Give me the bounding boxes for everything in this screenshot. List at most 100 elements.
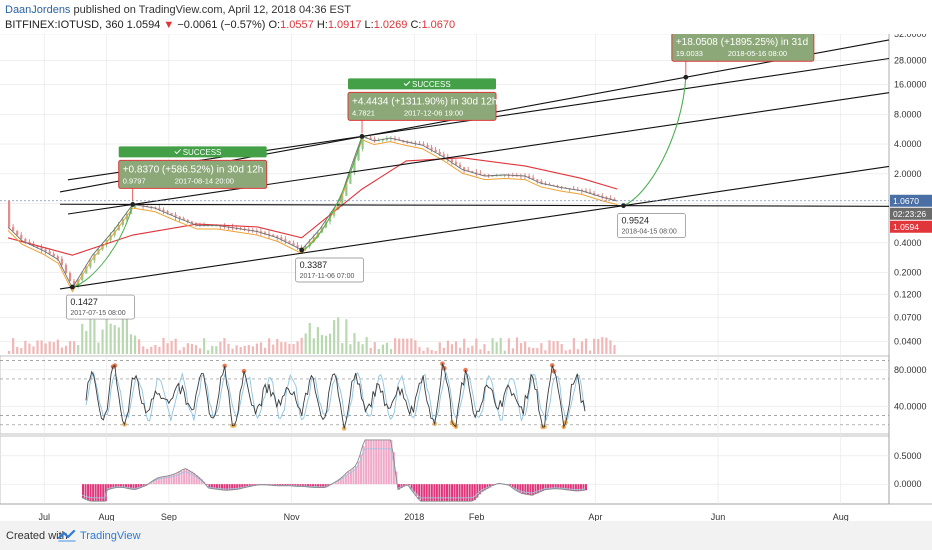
volume-bar xyxy=(166,343,169,354)
pivot-datetime: 2018-04-15 08:00 xyxy=(621,229,676,236)
candle-body xyxy=(154,207,157,209)
osc2-histogram-bar xyxy=(190,471,193,485)
volume-bar xyxy=(337,317,340,354)
osc2-histogram-bar xyxy=(486,484,489,489)
volume-bar xyxy=(491,338,494,354)
osc2-histogram-bar xyxy=(102,484,105,502)
x-tick-label: Apr xyxy=(588,512,602,521)
candle-body xyxy=(280,237,283,240)
volume-bar xyxy=(154,345,157,354)
osc2-histogram-bar xyxy=(582,484,585,491)
osc2-histogram-bar xyxy=(339,478,342,485)
osc2-histogram-bar xyxy=(114,484,117,488)
price-chart[interactable]: Jul Aug Sep Nov 2018 Feb Apr Jun Aug 52.0000 28.00… xyxy=(0,34,932,521)
candle-body xyxy=(430,147,433,150)
volume-bar xyxy=(198,348,202,354)
tradingview-logo-icon[interactable] xyxy=(58,529,76,543)
volume-bar xyxy=(442,347,445,354)
volume-bar xyxy=(357,341,360,354)
osc2-histogram-bar xyxy=(559,484,562,490)
candle-body xyxy=(422,144,425,146)
volume-bar xyxy=(284,342,287,354)
candle-body xyxy=(458,164,462,168)
volume-bar xyxy=(507,338,510,354)
candle-body xyxy=(393,138,397,140)
volume-bar xyxy=(268,338,271,354)
volume-bar xyxy=(296,341,299,354)
osc2-histogram-bar xyxy=(314,484,317,488)
osc2-histogram-bar xyxy=(337,480,340,485)
y-tick-label: 28.0000 xyxy=(894,56,927,66)
osc2-histogram-bar xyxy=(349,470,352,485)
osc2-histogram-bar xyxy=(89,484,92,501)
osc2-histogram-bar xyxy=(84,484,87,499)
y-tick-label: 8.0000 xyxy=(894,109,922,119)
x-tick-label: Aug xyxy=(833,512,849,521)
tradingview-brand[interactable]: TradingView xyxy=(80,530,141,542)
candle-body xyxy=(296,245,299,248)
x-tick-label: Jul xyxy=(38,512,50,521)
author-link[interactable]: DaanJordens xyxy=(5,4,71,16)
volume-bar xyxy=(528,347,531,354)
osc2-histogram-bar xyxy=(213,484,216,489)
volume-bar xyxy=(341,343,344,354)
volume-bar xyxy=(471,345,474,354)
x-tick-label: 2018 xyxy=(404,512,424,521)
volume-bar xyxy=(446,340,450,354)
high-value: 1.0917 xyxy=(327,19,362,31)
volume-bar xyxy=(243,345,246,354)
price-tag-text: 1.0670 xyxy=(893,196,919,206)
measure-price: 4.7821 xyxy=(352,108,375,117)
symbol-name[interactable]: BITFINEX:IOTUSD, 360 xyxy=(5,19,124,31)
osc2-histogram-bar xyxy=(418,484,421,499)
osc2-histogram-bar xyxy=(385,439,388,485)
measure-datetime: 2017-12-06 19:00 xyxy=(404,108,463,117)
x-tick-label: Feb xyxy=(469,512,485,521)
volume-bar xyxy=(418,347,421,354)
osc2-histogram-bar xyxy=(511,484,514,488)
pivot-price: 0.9524 xyxy=(621,216,649,226)
osc2-histogram-bar xyxy=(433,484,436,502)
osc2-histogram-bar xyxy=(445,484,448,502)
volume-bar xyxy=(227,343,230,354)
osc2-histogram-bar xyxy=(82,484,84,498)
candle-body xyxy=(467,169,470,172)
osc2-histogram-bar xyxy=(362,445,365,485)
volume-bar xyxy=(251,346,254,354)
volume-bar xyxy=(85,331,88,354)
candle-body xyxy=(44,249,47,252)
candle-body xyxy=(60,258,64,265)
candle-body xyxy=(584,190,588,192)
candle-body xyxy=(207,225,210,227)
volume-bar xyxy=(24,340,27,354)
osc2-histogram-bar xyxy=(554,484,557,489)
candle-body xyxy=(463,167,466,170)
created-with-text: Created with xyxy=(6,530,68,542)
osc2-histogram-bar xyxy=(458,484,461,502)
y-tick-label: 0.1200 xyxy=(894,290,922,300)
osc2-histogram-bar xyxy=(215,484,218,490)
candle-body xyxy=(532,177,535,180)
osc2-histogram-bar xyxy=(552,484,555,489)
candle-body xyxy=(434,149,437,153)
volume-bar xyxy=(393,338,397,354)
candle-body xyxy=(601,195,604,197)
volume-bar xyxy=(276,338,279,354)
volume-bar xyxy=(333,320,336,354)
candle-body xyxy=(613,199,616,201)
osc2-histogram-bar xyxy=(483,484,486,491)
price-line xyxy=(7,135,618,289)
y-tick-label: 4.0000 xyxy=(894,139,922,149)
osc2-histogram-bar xyxy=(109,484,112,490)
osc2-histogram-bar xyxy=(473,484,476,501)
osc2-histogram-bar xyxy=(279,484,282,486)
osc2-histogram-bar xyxy=(274,484,277,486)
volume-bar xyxy=(247,345,250,354)
osc2-histogram-bar xyxy=(193,473,196,485)
candle-body xyxy=(361,137,364,149)
x-tick-label: Nov xyxy=(284,512,301,521)
volume-bar xyxy=(467,347,470,354)
osc2-histogram-bar xyxy=(286,484,289,486)
chart-area[interactable]: Jul Aug Sep Nov 2018 Feb Apr Jun Aug 52.0000 28.00… xyxy=(0,34,932,521)
volume-bar xyxy=(93,319,96,354)
